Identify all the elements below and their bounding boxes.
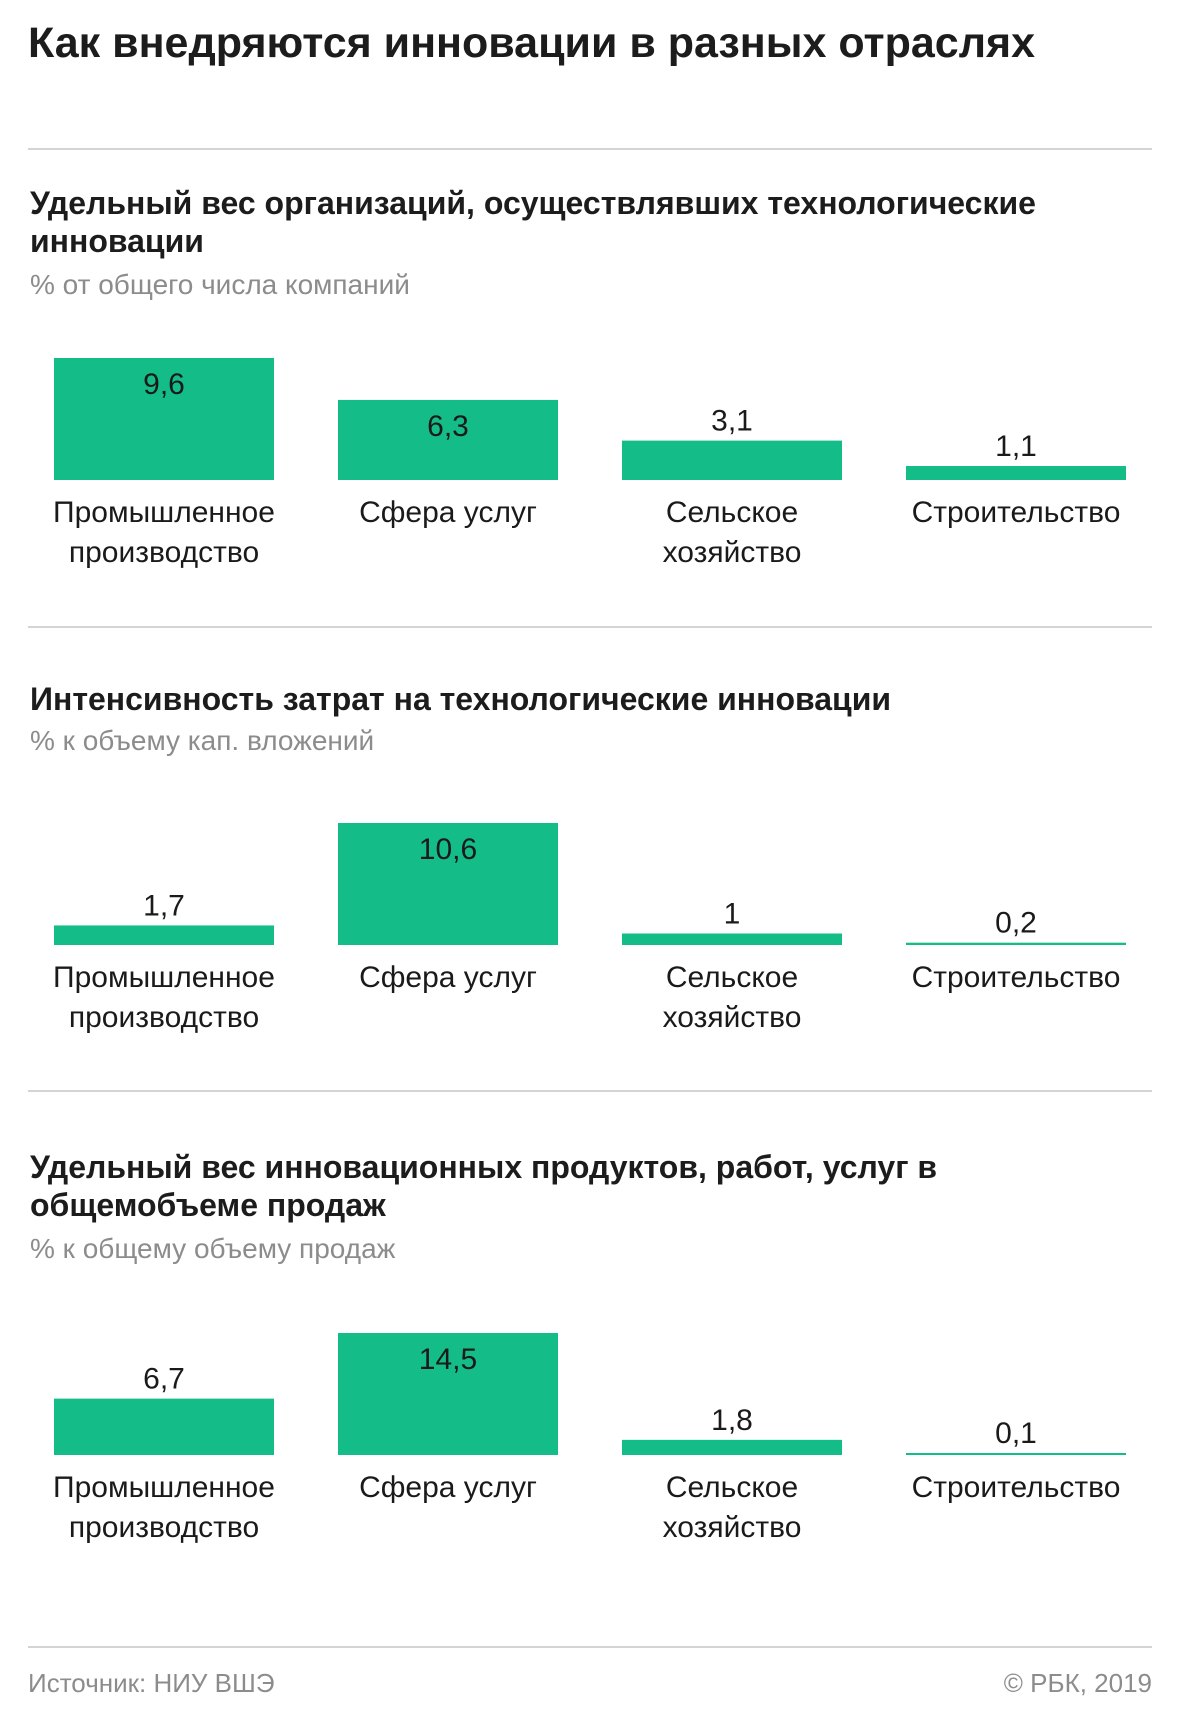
value-label-industry: 9,6 (143, 368, 185, 401)
category-label-construction: Строительство (912, 1471, 1121, 1504)
bar-agriculture (622, 933, 842, 945)
bar-industry (54, 925, 274, 945)
value-label-industry: 6,7 (143, 1363, 185, 1396)
title-divider (28, 148, 1152, 150)
chart-1-divider (28, 626, 1152, 628)
copyright-note: © РБК, 2019 (1003, 1668, 1152, 1698)
category-label-industry: производство (69, 1511, 259, 1544)
category-label-industry: Промышленное (53, 1471, 275, 1504)
bar-construction (906, 466, 1126, 480)
bar-services (338, 1333, 558, 1455)
bar-services (338, 399, 558, 480)
chart-2-divider (28, 1090, 1152, 1092)
category-label-industry: производство (69, 1001, 259, 1034)
category-label-agriculture: Сельское (666, 961, 798, 994)
category-label-industry: Промышленное (53, 496, 275, 529)
bar-industry (54, 358, 274, 480)
category-label-agriculture: хозяйство (663, 1001, 802, 1034)
source-note: Источник: НИУ ВШЭ (28, 1668, 275, 1698)
category-label-industry: производство (69, 536, 259, 569)
chart-1: 9,6 Промышленное производство 6,3 Сфера услу… (53, 358, 1126, 569)
bar-agriculture (622, 440, 842, 480)
category-label-agriculture: хозяйство (663, 536, 802, 569)
value-label-agriculture: 1,8 (711, 1404, 753, 1437)
category-label-services: Сфера услуг (359, 961, 537, 994)
category-label-construction: Строительство (912, 961, 1121, 994)
value-label-construction: 1,1 (995, 430, 1037, 463)
chart-3-divider (28, 1646, 1152, 1648)
value-label-construction: 0,1 (995, 1417, 1037, 1450)
page-title: Как внедряются инновации в разных отрасл… (28, 19, 1036, 67)
bar-services (338, 823, 558, 945)
value-label-agriculture: 1 (724, 897, 741, 930)
chart-2-title: Интенсивность затрат на технологические … (30, 681, 892, 717)
value-label-construction: 0,2 (995, 907, 1037, 940)
bar-industry (54, 1398, 274, 1455)
category-label-agriculture: хозяйство (663, 1511, 802, 1544)
value-label-services: 6,3 (427, 410, 469, 443)
bar-agriculture (622, 1439, 842, 1455)
chart-3-subtitle: % к общему объему продаж (30, 1233, 396, 1264)
chart-3: 6,7 Промышленное производство 14,5 Сфера усл… (53, 1333, 1126, 1544)
category-label-services: Сфера услуг (359, 496, 537, 529)
value-label-industry: 1,7 (143, 889, 185, 922)
category-label-industry: Промышленное (53, 961, 275, 994)
bar-construction (906, 1453, 1126, 1455)
value-label-services: 14,5 (419, 1343, 477, 1376)
category-label-agriculture: Сельское (666, 1471, 798, 1504)
category-label-services: Сфера услуг (359, 1471, 537, 1504)
chart-1-title: Удельный вес организаций, осуществлявших… (30, 185, 1036, 259)
chart-3-title: Удельный вес инновационных продуктов, ра… (30, 1149, 938, 1223)
value-label-services: 10,6 (419, 833, 477, 866)
value-label-agriculture: 3,1 (711, 405, 753, 438)
chart-1-subtitle: % от общего числа компаний (30, 269, 410, 300)
chart-2: 1,7 Промышленное производство 10,6 Сфера усл… (53, 823, 1126, 1034)
category-label-agriculture: Сельское (666, 496, 798, 529)
category-label-construction: Строительство (912, 496, 1121, 529)
bar-construction (906, 942, 1126, 945)
chart-2-subtitle: % к объему кап. вложений (30, 725, 375, 756)
